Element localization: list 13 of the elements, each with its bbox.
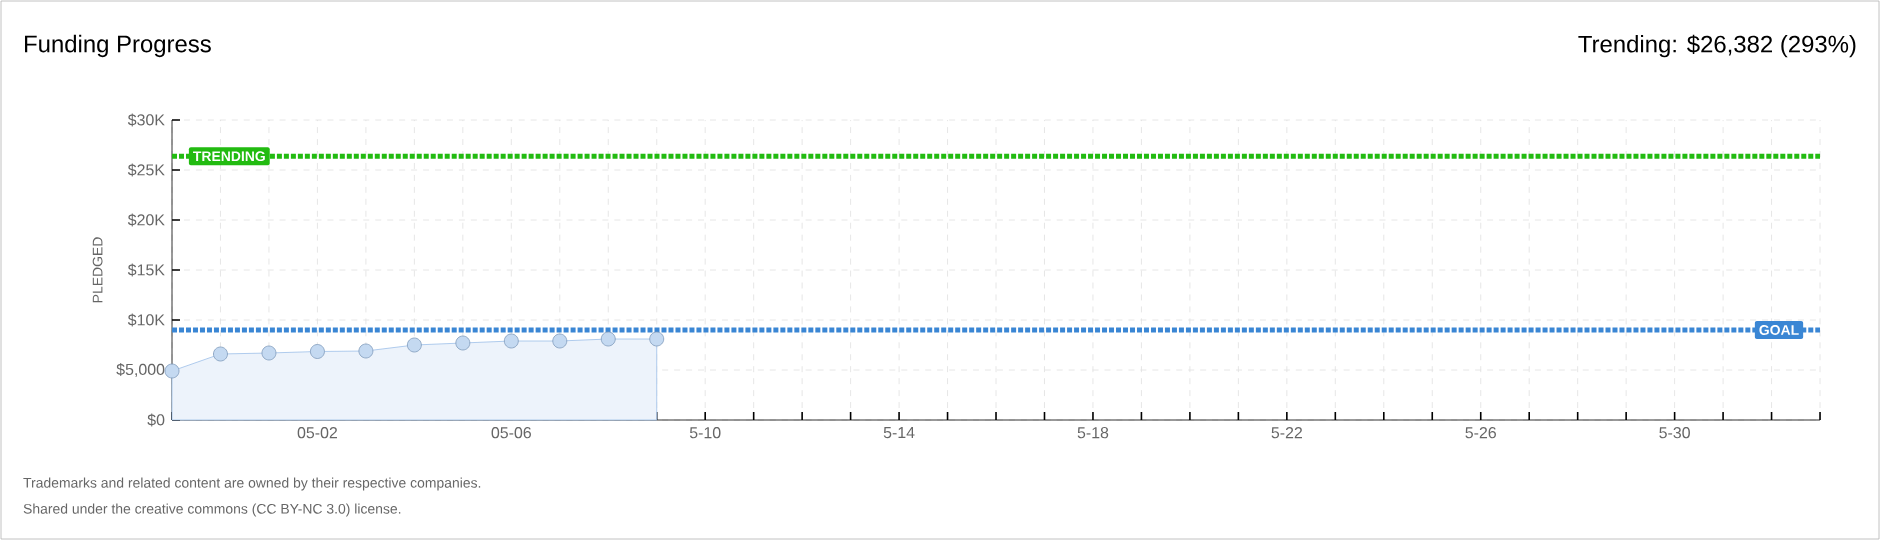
point xyxy=(261,345,277,361)
point xyxy=(649,331,665,347)
point xyxy=(600,331,616,347)
chart-subtitle: Trending: $26,382 (293%) xyxy=(1578,34,1856,58)
point xyxy=(358,343,374,359)
point xyxy=(455,335,471,351)
point xyxy=(164,363,180,379)
point xyxy=(406,337,422,353)
point xyxy=(213,346,228,362)
point xyxy=(310,344,325,359)
point xyxy=(552,333,568,349)
point xyxy=(503,333,519,349)
chart-title: Funding Progress xyxy=(25,34,211,58)
